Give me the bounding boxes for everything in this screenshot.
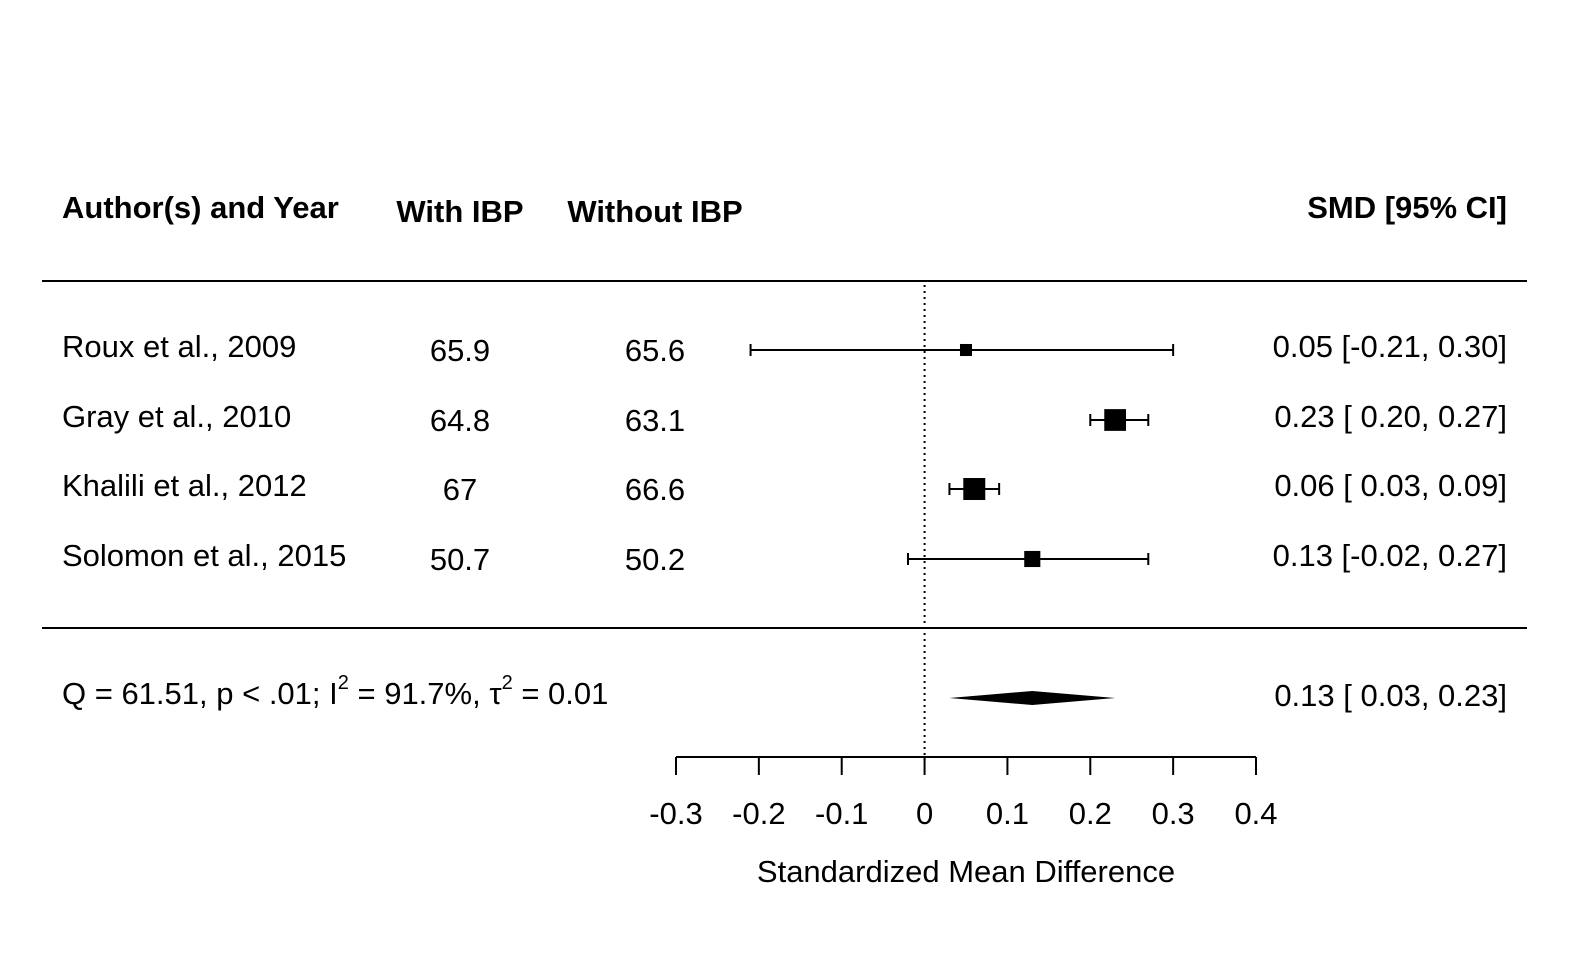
without-ibp-value: 65.6 [625, 333, 685, 368]
superscript-2: 2 [338, 672, 349, 694]
x-tick-label: 0 [916, 796, 933, 831]
study-ci-text: 0.13 [-0.02, 0.27] [1273, 538, 1507, 573]
x-tick-label: 0.1 [986, 796, 1029, 831]
study-ci-text: 0.23 [ 0.20, 0.27] [1274, 399, 1507, 434]
point-estimate-square [1024, 550, 1041, 568]
study-label: Khalili et al., 2012 [62, 468, 307, 503]
header-smd-ci: SMD [95% CI] [1307, 190, 1507, 225]
summary-ci-text: 0.13 [ 0.03, 0.23] [1274, 678, 1507, 713]
without-ibp-value: 63.1 [625, 403, 685, 438]
study-label: Roux et al., 2009 [62, 329, 296, 364]
study-row: Gray et al., 2010 64.8 63.1 0.23 [ 0.20,… [62, 399, 1507, 438]
tau2-text: = 0.01 [513, 676, 609, 711]
study-row: Roux et al., 2009 65.9 65.6 0.05 [-0.21,… [62, 329, 1507, 368]
heterogeneity-stats: Q = 61.51, p < .01; I2 = 91.7%, τ2 = 0.0… [62, 672, 608, 711]
header-without-ibp: Without IBP [567, 194, 742, 229]
study-label: Solomon et al., 2015 [62, 538, 346, 573]
point-estimate-square [1104, 409, 1127, 431]
x-tick-label: 0.3 [1152, 796, 1195, 831]
x-tick-label: 0.2 [1069, 796, 1112, 831]
header-with-ibp: With IBP [396, 194, 523, 229]
study-row: Khalili et al., 2012 67 66.6 0.06 [ 0.03… [62, 468, 1507, 507]
study-ci-text: 0.06 [ 0.03, 0.09] [1274, 468, 1507, 503]
x-axis: -0.3 -0.2 -0.1 0 0.1 0.2 0.3 0.4 [649, 756, 1278, 831]
header-author-year: Author(s) and Year [62, 190, 339, 225]
point-estimate-square [959, 343, 973, 357]
study-ci-text: 0.05 [-0.21, 0.30] [1273, 329, 1507, 364]
summary-diamond [949, 691, 1116, 705]
study-label: Gray et al., 2010 [62, 399, 291, 434]
superscript-2: 2 [502, 672, 513, 694]
with-ibp-value: 65.9 [430, 333, 490, 368]
with-ibp-value: 64.8 [430, 403, 490, 438]
with-ibp-value: 50.7 [430, 542, 490, 577]
x-axis-label: Standardized Mean Difference [757, 854, 1175, 889]
x-tick-label: -0.3 [649, 796, 702, 831]
point-estimate-square [963, 478, 986, 500]
q-text: Q = 61.51, p < .01; I [62, 676, 338, 711]
without-ibp-value: 50.2 [625, 542, 685, 577]
with-ibp-value: 67 [443, 472, 477, 507]
x-tick-label: 0.4 [1234, 796, 1277, 831]
x-tick-label: -0.1 [815, 796, 868, 831]
study-row: Solomon et al., 2015 50.7 50.2 0.13 [-0.… [62, 538, 1507, 577]
x-tick-label: -0.2 [732, 796, 785, 831]
without-ibp-value: 66.6 [625, 472, 685, 507]
i2-text: = 91.7%, τ [349, 676, 502, 711]
